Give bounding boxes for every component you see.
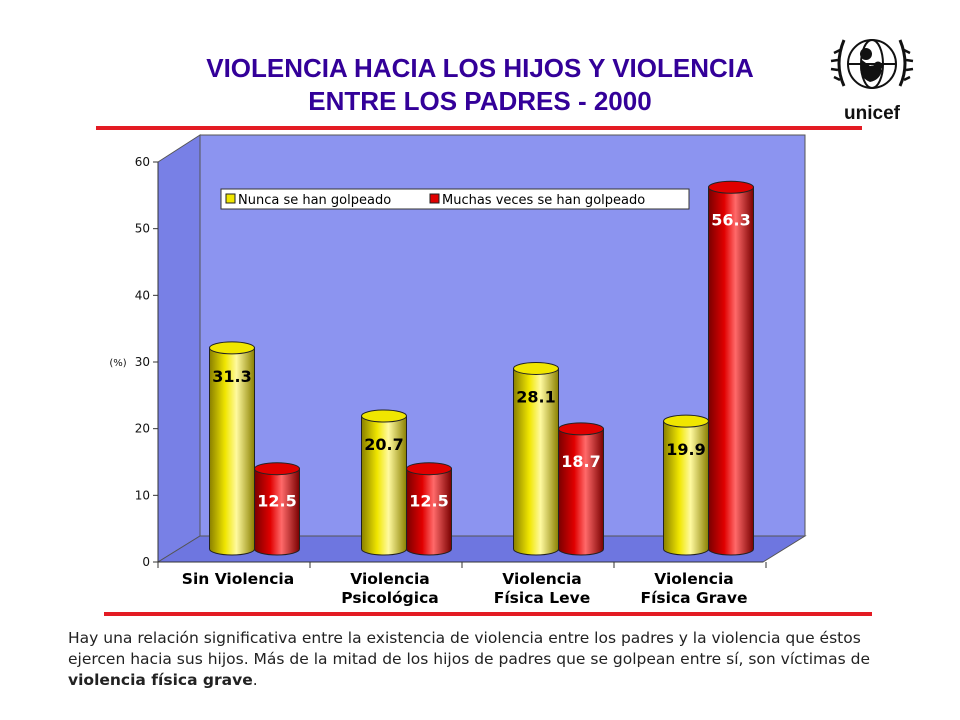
bar: 28.1 bbox=[513, 361, 559, 556]
bottom-divider bbox=[104, 612, 872, 616]
y-tick-label: 30 bbox=[135, 355, 150, 369]
chart-note: Hay una relación significativa entre la … bbox=[68, 628, 908, 691]
logo-text: unicef bbox=[844, 103, 901, 124]
title-line-1: VIOLENCIA HACIA LOS HIJOS Y VIOLENCIA bbox=[206, 53, 754, 83]
x-category-label: Sin Violencia bbox=[182, 570, 294, 588]
bar-top bbox=[254, 462, 300, 476]
bar-top bbox=[708, 180, 754, 194]
bar-value-label: 28.1 bbox=[516, 387, 555, 406]
title-line-2: ENTRE LOS PADRES - 2000 bbox=[308, 86, 652, 116]
bar-body bbox=[406, 468, 452, 556]
x-category-label: Violencia bbox=[350, 570, 430, 588]
bar-value-label: 31.3 bbox=[212, 367, 251, 386]
bar-value-label: 12.5 bbox=[257, 492, 296, 511]
bar: 12.5 bbox=[254, 462, 300, 556]
unicef-emblem-icon bbox=[830, 39, 914, 89]
chart-side-wall bbox=[157, 134, 201, 563]
bar: 12.5 bbox=[406, 462, 452, 556]
bar: 31.3 bbox=[209, 341, 255, 556]
bar-body bbox=[708, 186, 754, 556]
x-category-label: Violencia bbox=[502, 570, 582, 588]
y-tick-label: 20 bbox=[135, 422, 150, 436]
legend: Nunca se han golpeado Muchas veces se han… bbox=[220, 188, 690, 210]
bar: 56.3 bbox=[708, 180, 754, 556]
bar: 19.9 bbox=[663, 414, 709, 556]
bar-top bbox=[513, 361, 559, 375]
y-tick-label: 50 bbox=[135, 222, 150, 236]
bar-top bbox=[558, 422, 604, 436]
x-category-label: Física Leve bbox=[494, 589, 591, 607]
y-tick-label: 60 bbox=[135, 155, 150, 169]
note-emphasis: violencia física grave bbox=[68, 671, 253, 689]
bar: 20.7 bbox=[361, 409, 407, 556]
note-end: . bbox=[252, 671, 258, 689]
x-category-label: Violencia bbox=[654, 570, 734, 588]
bar-top bbox=[209, 341, 255, 355]
legend-label: Muchas veces se han golpeado bbox=[442, 193, 645, 208]
x-category-label: Psicológica bbox=[341, 589, 438, 607]
legend-swatch bbox=[429, 193, 440, 204]
bar-value-label: 56.3 bbox=[711, 210, 750, 229]
y-tick-label: 0 bbox=[142, 555, 150, 569]
bar: 18.7 bbox=[558, 422, 604, 556]
y-axis-label: (%) bbox=[109, 358, 126, 369]
legend-label: Nunca se han golpeado bbox=[238, 193, 391, 208]
bar-top bbox=[406, 462, 452, 476]
mother-child-icon bbox=[860, 48, 883, 82]
bar-top bbox=[663, 414, 709, 428]
bar-value-label: 20.7 bbox=[364, 435, 403, 454]
x-category-label: Física Grave bbox=[641, 589, 748, 607]
unicef-logo: unicef bbox=[830, 39, 914, 124]
page-title: VIOLENCIA HACIA LOS HIJOS Y VIOLENCIA EN… bbox=[120, 52, 840, 118]
note-text: Hay una relación significativa entre la … bbox=[68, 629, 871, 668]
y-tick-label: 10 bbox=[135, 488, 150, 502]
legend-swatch bbox=[225, 193, 236, 204]
bar-value-label: 12.5 bbox=[409, 492, 448, 511]
legend-box bbox=[220, 188, 690, 210]
bar-top bbox=[361, 409, 407, 423]
bar-body bbox=[254, 468, 300, 556]
top-divider bbox=[96, 126, 862, 130]
bar-value-label: 19.9 bbox=[666, 440, 705, 459]
bar-body bbox=[558, 428, 604, 556]
y-tick-label: 40 bbox=[135, 288, 150, 302]
bar-value-label: 18.7 bbox=[561, 452, 600, 471]
